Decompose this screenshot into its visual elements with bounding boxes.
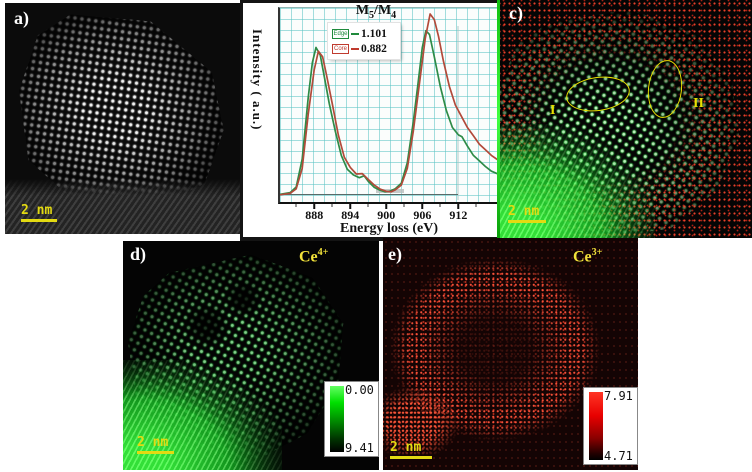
scalebar-c-line xyxy=(508,220,546,223)
spectrum-curves xyxy=(280,13,497,200)
bright-green-corner xyxy=(497,123,656,238)
legend-dash-core xyxy=(351,47,359,50)
x-axis-tick xyxy=(385,204,388,209)
dark-patch xyxy=(223,281,263,317)
red-cluster xyxy=(383,388,457,458)
x-axis-tick xyxy=(457,204,460,209)
scalebar-e-text: 2 nm xyxy=(390,440,422,455)
scalebar-a-text: 2 nm xyxy=(21,203,53,218)
y-axis-label: Intensity ( a.u.) xyxy=(250,29,265,131)
panel-e-ce3-map: e) Ce3+ 7.91 4.71 2 nm xyxy=(383,238,638,470)
chart-title: M5/M4 xyxy=(355,3,397,21)
panel-label-d: d) xyxy=(130,244,147,264)
x-tick-label: 894 xyxy=(341,208,360,222)
bright-green-corner xyxy=(123,360,282,470)
x-axis-minor-tick xyxy=(367,204,369,207)
x-axis-tick xyxy=(349,204,351,209)
x-axis-minor-tick xyxy=(295,204,297,207)
colorbar-d: 0.00 9.41 xyxy=(324,381,379,457)
scalebar-a-line xyxy=(21,219,57,222)
legend-swatch-core-text: Core xyxy=(333,45,347,52)
scalebar-e: 2 nm xyxy=(390,441,432,459)
scalebar-d-line xyxy=(137,451,174,454)
dark-patch xyxy=(181,303,233,349)
scalebar-a: 2 nm xyxy=(21,204,57,222)
x-axis-label: Energy loss (eV) xyxy=(340,221,438,236)
legend-value-edge: 1.101 xyxy=(361,27,387,40)
colorbar-e-gradient xyxy=(589,392,603,460)
colorbar-d-min: 9.41 xyxy=(345,441,374,455)
panel-a-stem-image: a) 2 nm xyxy=(5,3,240,234)
scalebar-d: 2 nm xyxy=(137,436,174,454)
x-axis-tick xyxy=(313,204,315,209)
left-edge-glow xyxy=(497,0,500,238)
legend-swatch-edge: Edge xyxy=(332,28,349,39)
scalebar-c-text: 2 nm xyxy=(508,204,540,219)
x-axis-minor-tick xyxy=(403,204,405,207)
x-axis-ticks: 888 894 900 906 912 xyxy=(280,204,497,222)
panel-label-c: c) xyxy=(509,3,523,23)
x-axis-minor-tick xyxy=(475,204,477,207)
colorbar-d-max: 0.00 xyxy=(345,383,374,397)
curve-core xyxy=(280,13,497,196)
x-tick-label: 900 xyxy=(377,208,396,222)
colorbar-e: 7.91 4.71 xyxy=(583,387,638,465)
x-tick-label: 888 xyxy=(305,208,324,222)
colorbar-e-max: 7.91 xyxy=(604,389,633,403)
legend-dash-edge xyxy=(351,32,359,35)
scalebar-d-text: 2 nm xyxy=(137,435,169,450)
panel-label-a: a) xyxy=(14,8,29,28)
species-label-ce4: Ce4+ xyxy=(299,247,329,266)
legend-swatch-edge-text: Edge xyxy=(333,30,348,37)
panel-b-eels-spectrum: Intensity ( a.u.) b) M5/M4 Edge 1.101 Co… xyxy=(240,0,497,241)
lattice-fringes xyxy=(5,178,240,234)
x-axis-minor-tick xyxy=(331,204,333,207)
roi-label-2: II xyxy=(693,96,704,111)
panel-label-e: e) xyxy=(388,244,402,264)
panel-d-ce4-map: d) Ce4+ 0.00 9.41 2 nm xyxy=(123,241,379,470)
colorbar-d-gradient xyxy=(330,386,344,452)
x-axis-tick xyxy=(421,204,424,209)
legend: Edge 1.101 Core 0.882 xyxy=(328,23,400,59)
colorbar-e-min: 4.71 xyxy=(604,449,633,463)
x-tick-label: 906 xyxy=(413,208,432,222)
scalebar-e-line xyxy=(390,456,432,459)
roi-label-1: I xyxy=(550,103,556,118)
panel-c-composite-map: c) I II 2 nm xyxy=(497,0,752,238)
legend-row-edge: Edge 1.101 xyxy=(332,26,398,41)
species-label-ce3: Ce3+ xyxy=(573,247,603,266)
legend-row-core: Core 0.882 xyxy=(332,41,398,56)
legend-value-core: 0.882 xyxy=(361,42,387,55)
x-tick-label: 912 xyxy=(449,208,468,222)
scalebar-c: 2 nm xyxy=(508,205,546,223)
legend-swatch-core: Core xyxy=(332,43,349,54)
x-axis-minor-tick xyxy=(439,204,441,207)
